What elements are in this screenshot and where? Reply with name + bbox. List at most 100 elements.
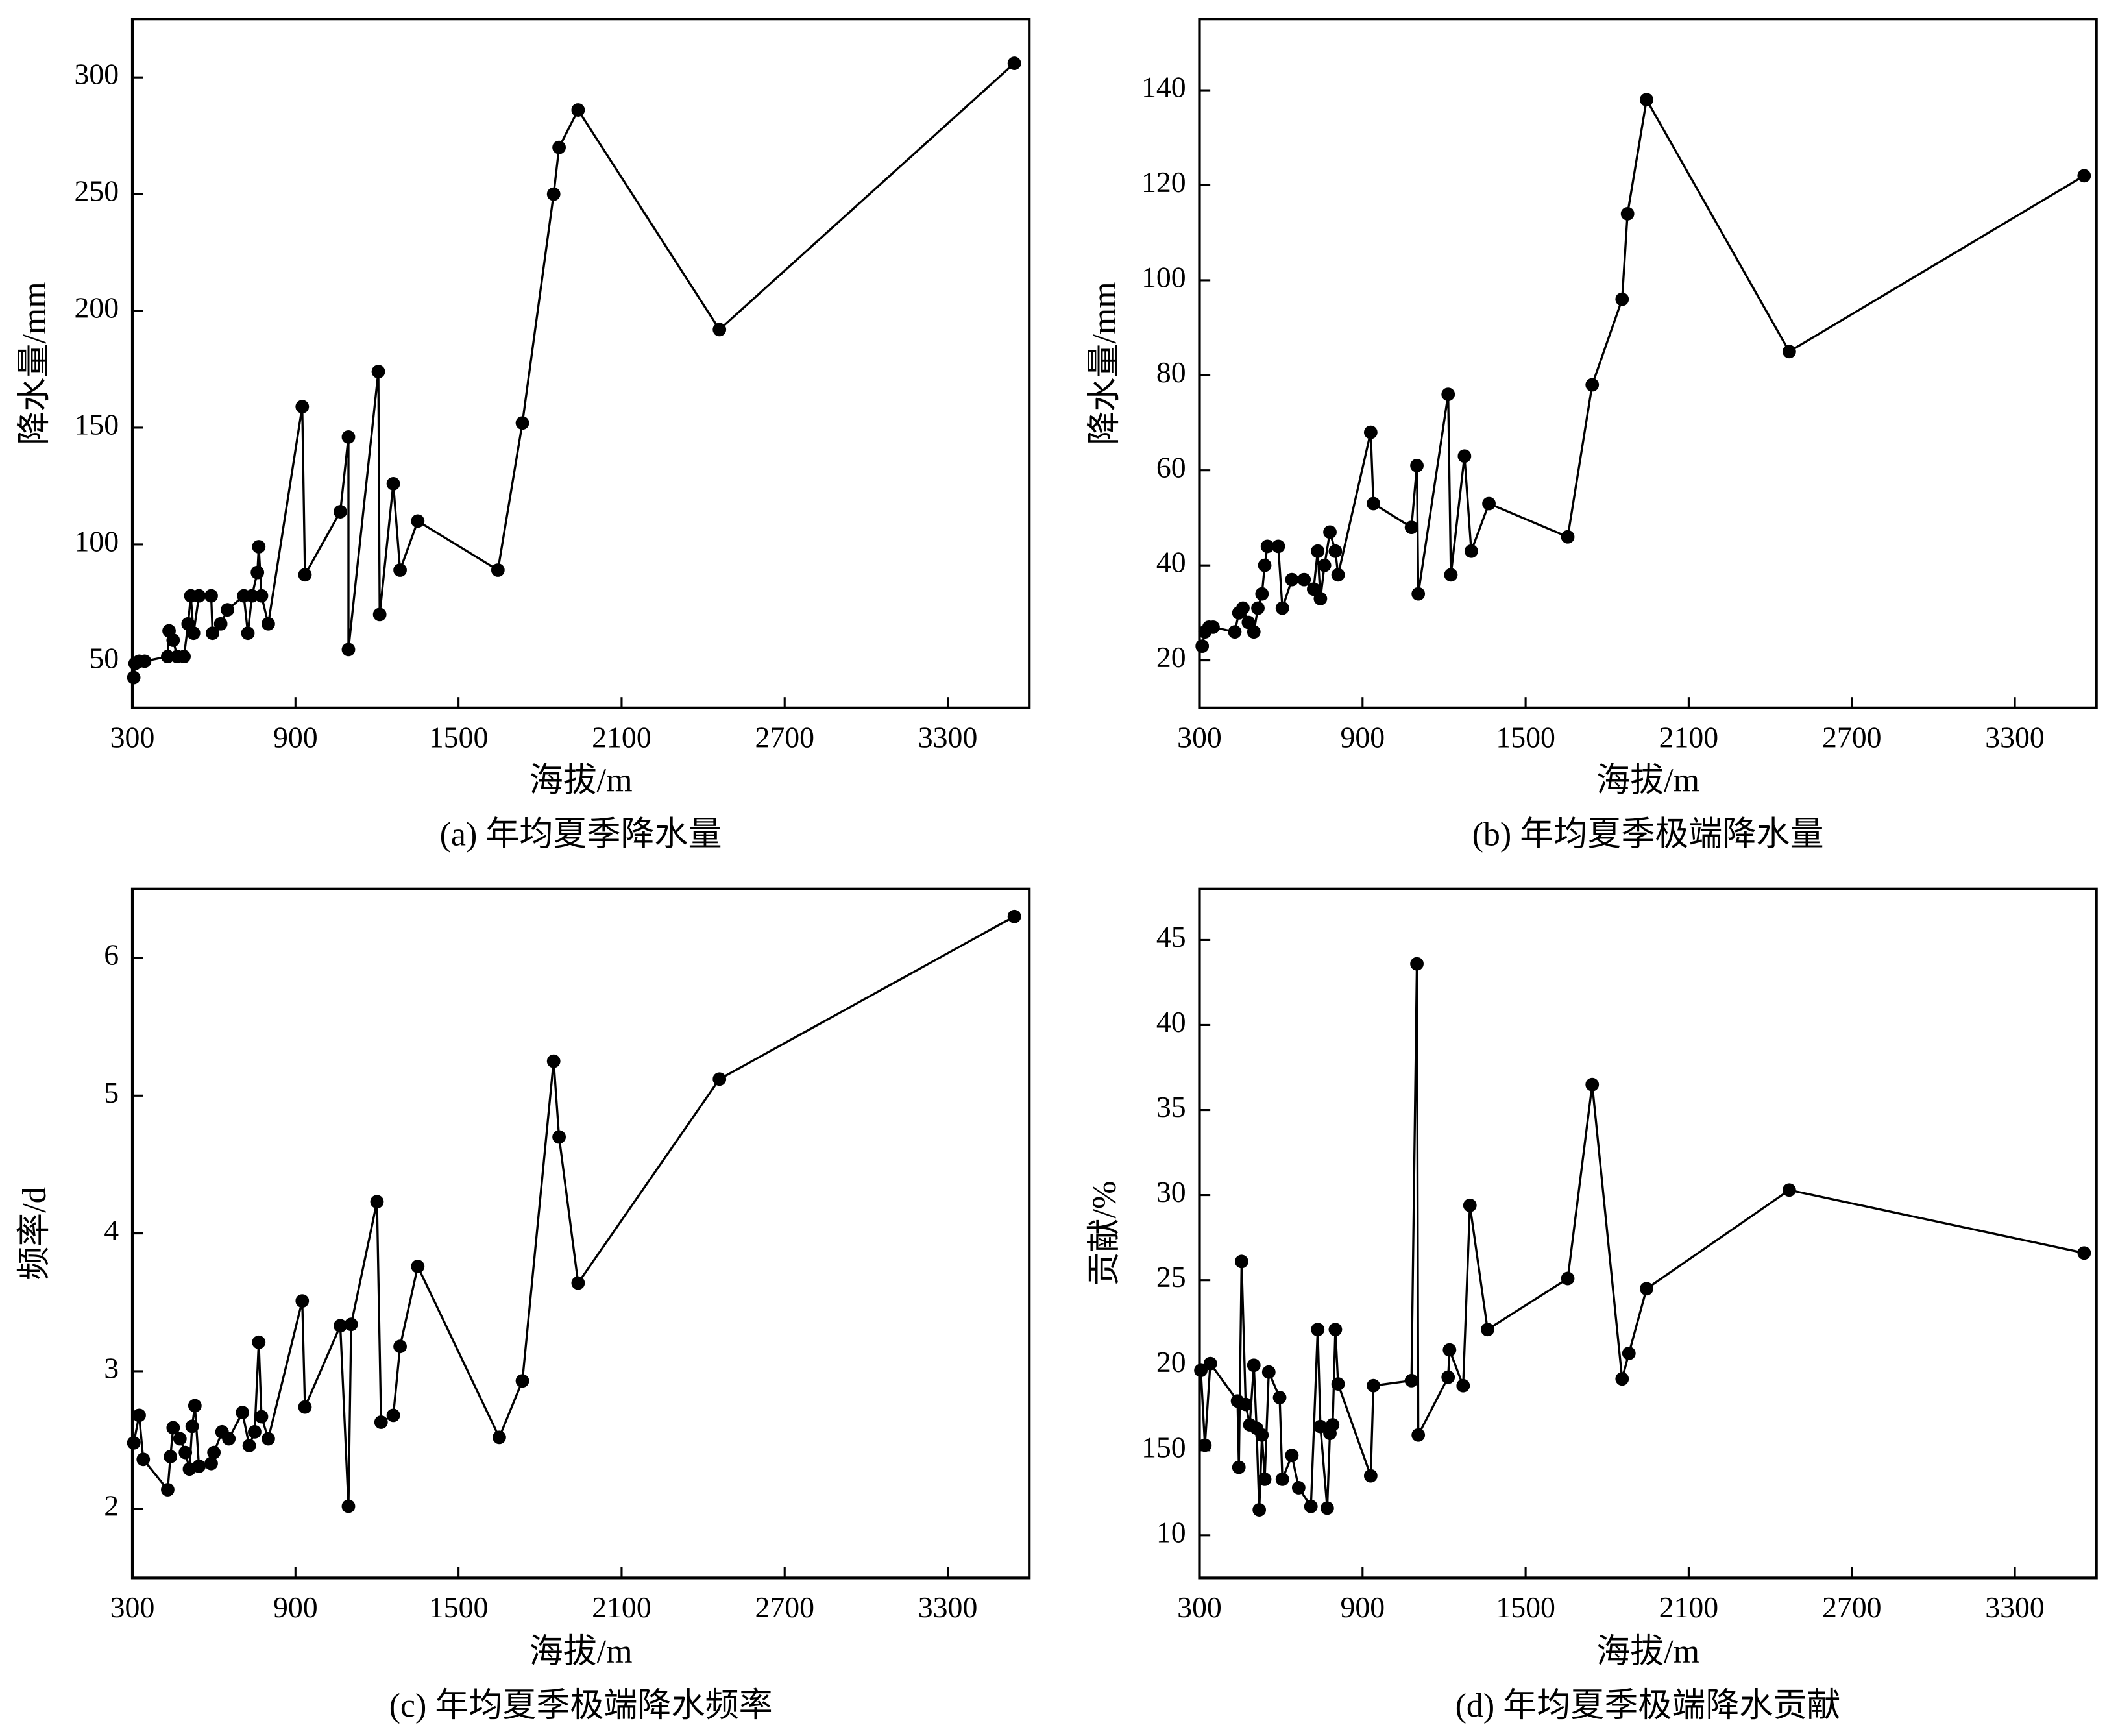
data-point	[374, 1415, 388, 1429]
data-point	[386, 476, 400, 491]
y-tick-label: 100	[1141, 260, 1186, 293]
panel-caption: (c) 年均夏季极端降水频率	[389, 1687, 773, 1724]
y-tick-label: 40	[1156, 546, 1186, 579]
data-point	[370, 1195, 384, 1209]
data-point	[1363, 425, 1378, 439]
data-point	[341, 430, 356, 444]
data-point	[1640, 93, 1653, 107]
x-tick-label: 900	[1340, 1591, 1385, 1624]
x-tick-label: 900	[1340, 720, 1385, 753]
data-line	[132, 62, 1016, 678]
data-point	[1311, 544, 1325, 558]
y-axis-label: 贡献/%	[1086, 1181, 1123, 1286]
data-point	[1328, 1323, 1343, 1337]
y-tick-label: 35	[1156, 1090, 1186, 1123]
data-point	[1255, 1428, 1269, 1442]
data-point	[515, 1374, 530, 1388]
data-point	[248, 1424, 262, 1439]
data-point	[206, 626, 219, 641]
data-point	[1561, 1271, 1575, 1286]
data-point	[372, 607, 387, 622]
data-point	[1404, 520, 1418, 535]
data-point	[1317, 558, 1332, 572]
data-point	[2077, 1246, 2091, 1260]
data-point	[213, 617, 228, 631]
x-tick-label: 2100	[592, 1591, 651, 1624]
data-point	[254, 1410, 269, 1424]
data-point	[1239, 1397, 1253, 1412]
data-point	[571, 103, 585, 117]
x-tick-label: 900	[273, 720, 318, 753]
y-tick-label: 300	[75, 58, 119, 91]
data-point	[298, 1400, 312, 1414]
axes-frame	[1198, 887, 2098, 1580]
data-point	[552, 140, 566, 154]
data-point	[127, 1436, 141, 1450]
data-point	[1442, 1343, 1457, 1357]
y-tick-label: 6	[104, 938, 119, 971]
y-tick-label: 120	[1141, 165, 1186, 199]
data-point	[1411, 1428, 1426, 1442]
data-point	[1367, 496, 1380, 511]
data-point	[1198, 1438, 1212, 1452]
data-point	[1328, 544, 1343, 558]
data-point	[262, 617, 275, 631]
data-point	[1481, 1323, 1494, 1337]
data-point	[1782, 1183, 1796, 1197]
data-point	[177, 650, 191, 664]
data-point	[1444, 568, 1458, 582]
data-point	[1482, 496, 1496, 511]
data-point	[254, 589, 269, 603]
x-tick-label: 1500	[429, 1591, 489, 1624]
panel-caption: (b) 年均夏季极端降水量	[1472, 816, 1824, 853]
data-point	[295, 1294, 310, 1308]
data-point	[1255, 587, 1269, 601]
data-point	[1615, 292, 1629, 306]
data-point	[132, 1408, 146, 1423]
data-point	[344, 1317, 358, 1332]
y-tick-label: 150	[75, 408, 119, 441]
data-point	[1323, 525, 1337, 539]
y-tick-label: 50	[89, 641, 119, 674]
data-point	[411, 514, 425, 528]
data-point	[1235, 1254, 1248, 1269]
data-point	[371, 365, 385, 379]
data-point	[186, 626, 201, 641]
data-point	[1007, 56, 1021, 70]
data-point	[1320, 1501, 1334, 1515]
data-point	[164, 1450, 178, 1463]
data-point	[1260, 539, 1274, 554]
data-point	[252, 1335, 266, 1349]
data-point	[1232, 1460, 1246, 1474]
data-point	[1251, 601, 1265, 615]
data-point	[192, 1460, 206, 1473]
data-point	[192, 589, 206, 603]
data-point	[1782, 345, 1796, 359]
y-tick-label: 3	[104, 1351, 119, 1384]
data-point	[166, 1421, 180, 1435]
panel-caption: (a) 年均夏季降水量	[440, 816, 722, 853]
x-axis-label: 海拔/m	[530, 1633, 633, 1670]
y-tick-label: 5	[104, 1076, 119, 1109]
y-tick-label: 250	[75, 175, 119, 208]
data-point	[1247, 1358, 1261, 1373]
y-tick-label: 20	[1156, 1345, 1186, 1378]
y-tick-label: 150	[1141, 1430, 1186, 1463]
data-point	[1456, 1378, 1470, 1393]
data-point	[1410, 459, 1424, 472]
x-tick-label: 3300	[918, 1591, 978, 1624]
panel: 300 900 1500 2100 2700 3300 20 40 60 80 100 120 140 海…	[1086, 18, 2098, 853]
data-line	[1201, 96, 2085, 646]
y-tick-label: 60	[1156, 450, 1186, 483]
data-point	[1007, 909, 1021, 923]
data-point	[1367, 1378, 1380, 1393]
data-point	[1615, 1372, 1629, 1386]
y-tick-label: 25	[1156, 1260, 1186, 1293]
panel: 300 900 1500 2100 2700 3300 10 150 20 25 30 35 40 45 海…	[1086, 887, 2098, 1724]
data-point	[712, 323, 727, 337]
y-tick-label: 10	[1156, 1515, 1186, 1548]
data-point	[1411, 587, 1426, 601]
data-point	[552, 1130, 566, 1144]
x-tick-label: 300	[1177, 720, 1222, 753]
